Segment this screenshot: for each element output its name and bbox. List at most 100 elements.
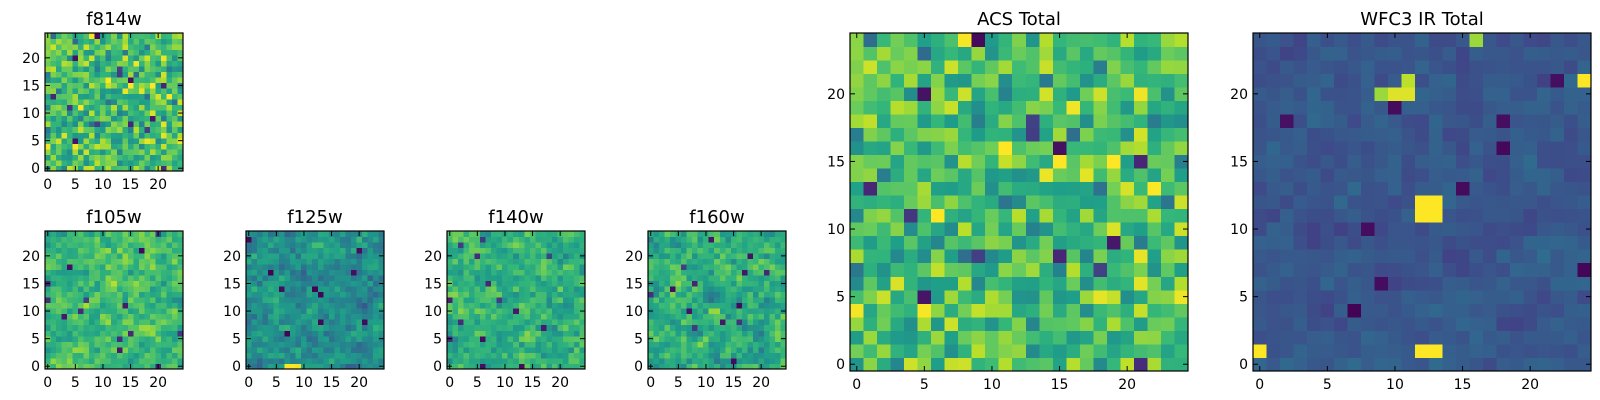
heatmap-cell: [94, 93, 101, 100]
heatmap-cell: [1496, 343, 1511, 358]
heatmap-cell: [78, 93, 85, 100]
heatmap-cell: [1496, 154, 1511, 169]
heatmap-cell: [1025, 222, 1040, 237]
heatmap-cell: [1374, 127, 1389, 142]
heatmap-cell: [50, 88, 57, 95]
heatmap-cell: [1347, 60, 1362, 74]
heatmap-cell: [485, 291, 492, 298]
heatmap-cell: [67, 66, 73, 73]
heatmap-cell: [61, 291, 68, 298]
heatmap-cell: [1482, 141, 1497, 156]
heatmap-cell: [971, 289, 986, 304]
heatmap-cell: [1133, 195, 1148, 210]
heatmap-cell: [1307, 357, 1321, 372]
heatmap-cell: [166, 341, 173, 348]
heatmap-cell: [246, 324, 252, 331]
heatmap-cell: [105, 99, 112, 106]
heatmap-cell: [1523, 114, 1538, 129]
heatmap-cell: [1509, 87, 1524, 101]
heatmap-cell: [72, 275, 79, 282]
heatmap-cell: [61, 60, 68, 67]
heatmap-cell: [312, 247, 319, 254]
heatmap-cell: [850, 60, 864, 74]
heatmap-cell: [166, 308, 173, 315]
heatmap-cell: [122, 264, 129, 271]
heatmap-cell: [653, 297, 660, 304]
heatmap-cell: [681, 346, 688, 353]
heatmap-cell: [944, 289, 959, 304]
heatmap-cell: [1469, 181, 1484, 196]
heatmap-cell: [56, 330, 62, 337]
heatmap-cell: [127, 357, 134, 364]
heatmap-cell: [664, 363, 671, 370]
heatmap-cell: [61, 66, 68, 73]
heatmap-cell: [67, 242, 73, 248]
heatmap-cell: [160, 280, 167, 287]
heatmap-cell: [579, 236, 586, 243]
heatmap-cell: [345, 286, 352, 293]
heatmap-cell: [160, 291, 167, 298]
y-tick-label: 10: [22, 304, 40, 320]
heatmap-cell: [546, 357, 553, 364]
heatmap-cell: [931, 60, 946, 74]
heatmap-cell: [670, 264, 676, 271]
heatmap-cell: [334, 297, 341, 304]
heatmap-cell: [127, 38, 134, 45]
heatmap-cell: [985, 235, 1000, 250]
heatmap-cell: [50, 319, 57, 326]
heatmap-cell: [551, 330, 558, 337]
heatmap-cell: [284, 319, 291, 326]
heatmap-cell: [1428, 303, 1443, 318]
heatmap-cell: [317, 357, 324, 364]
heatmap-cell: [328, 286, 335, 293]
heatmap-cell: [780, 286, 787, 293]
heatmap-cell: [94, 346, 101, 353]
heatmap-cell: [1280, 141, 1294, 156]
heatmap-cell: [246, 357, 252, 364]
heatmap-cell: [1334, 181, 1349, 196]
heatmap-cell: [116, 291, 123, 298]
heatmap-cell: [730, 253, 737, 259]
heatmap-cell: [105, 341, 112, 348]
heatmap-cell: [502, 308, 509, 315]
heatmap-cell: [708, 286, 715, 293]
heatmap-cell: [367, 236, 374, 243]
heatmap-cell: [1160, 181, 1175, 196]
heatmap-cell: [944, 73, 959, 88]
heatmap-cell: [917, 181, 932, 196]
heatmap-cell: [1253, 343, 1267, 358]
heatmap-cell: [1280, 289, 1294, 304]
heatmap-cell: [290, 357, 297, 364]
heatmap-cell: [301, 247, 308, 254]
heatmap-cell: [279, 280, 286, 287]
heatmap-cell: [246, 302, 252, 309]
heatmap-cell: [1577, 343, 1592, 358]
heatmap-cell: [61, 148, 68, 155]
heatmap-cell: [507, 330, 514, 337]
heatmap-cell: [670, 236, 676, 243]
heatmap-cell: [917, 330, 932, 345]
heatmap-cell: [105, 82, 112, 89]
heatmap-cell: [491, 242, 498, 248]
heatmap-cell: [1415, 46, 1430, 61]
heatmap-cell: [1415, 127, 1430, 142]
heatmap-cell: [111, 280, 118, 287]
heatmap-cell: [747, 352, 754, 359]
heatmap-cell: [697, 330, 704, 337]
heatmap-cell: [546, 242, 553, 248]
heatmap-cell: [1361, 87, 1376, 101]
heatmap-cell: [1374, 33, 1389, 47]
heatmap-cell: [758, 258, 765, 265]
heatmap-cell: [133, 286, 140, 293]
x-tick-label: 0: [445, 375, 454, 391]
heatmap-cell: [474, 352, 481, 359]
heatmap-cell: [774, 236, 781, 243]
heatmap-cell: [100, 286, 107, 293]
heatmap-cell: [138, 236, 145, 243]
heatmap-cell: [917, 46, 932, 61]
heatmap-cell: [568, 313, 575, 320]
heatmap-cell: [769, 357, 776, 364]
heatmap-cell: [166, 253, 173, 259]
heatmap-cell: [1550, 208, 1565, 223]
heatmap-cell: [535, 297, 542, 304]
